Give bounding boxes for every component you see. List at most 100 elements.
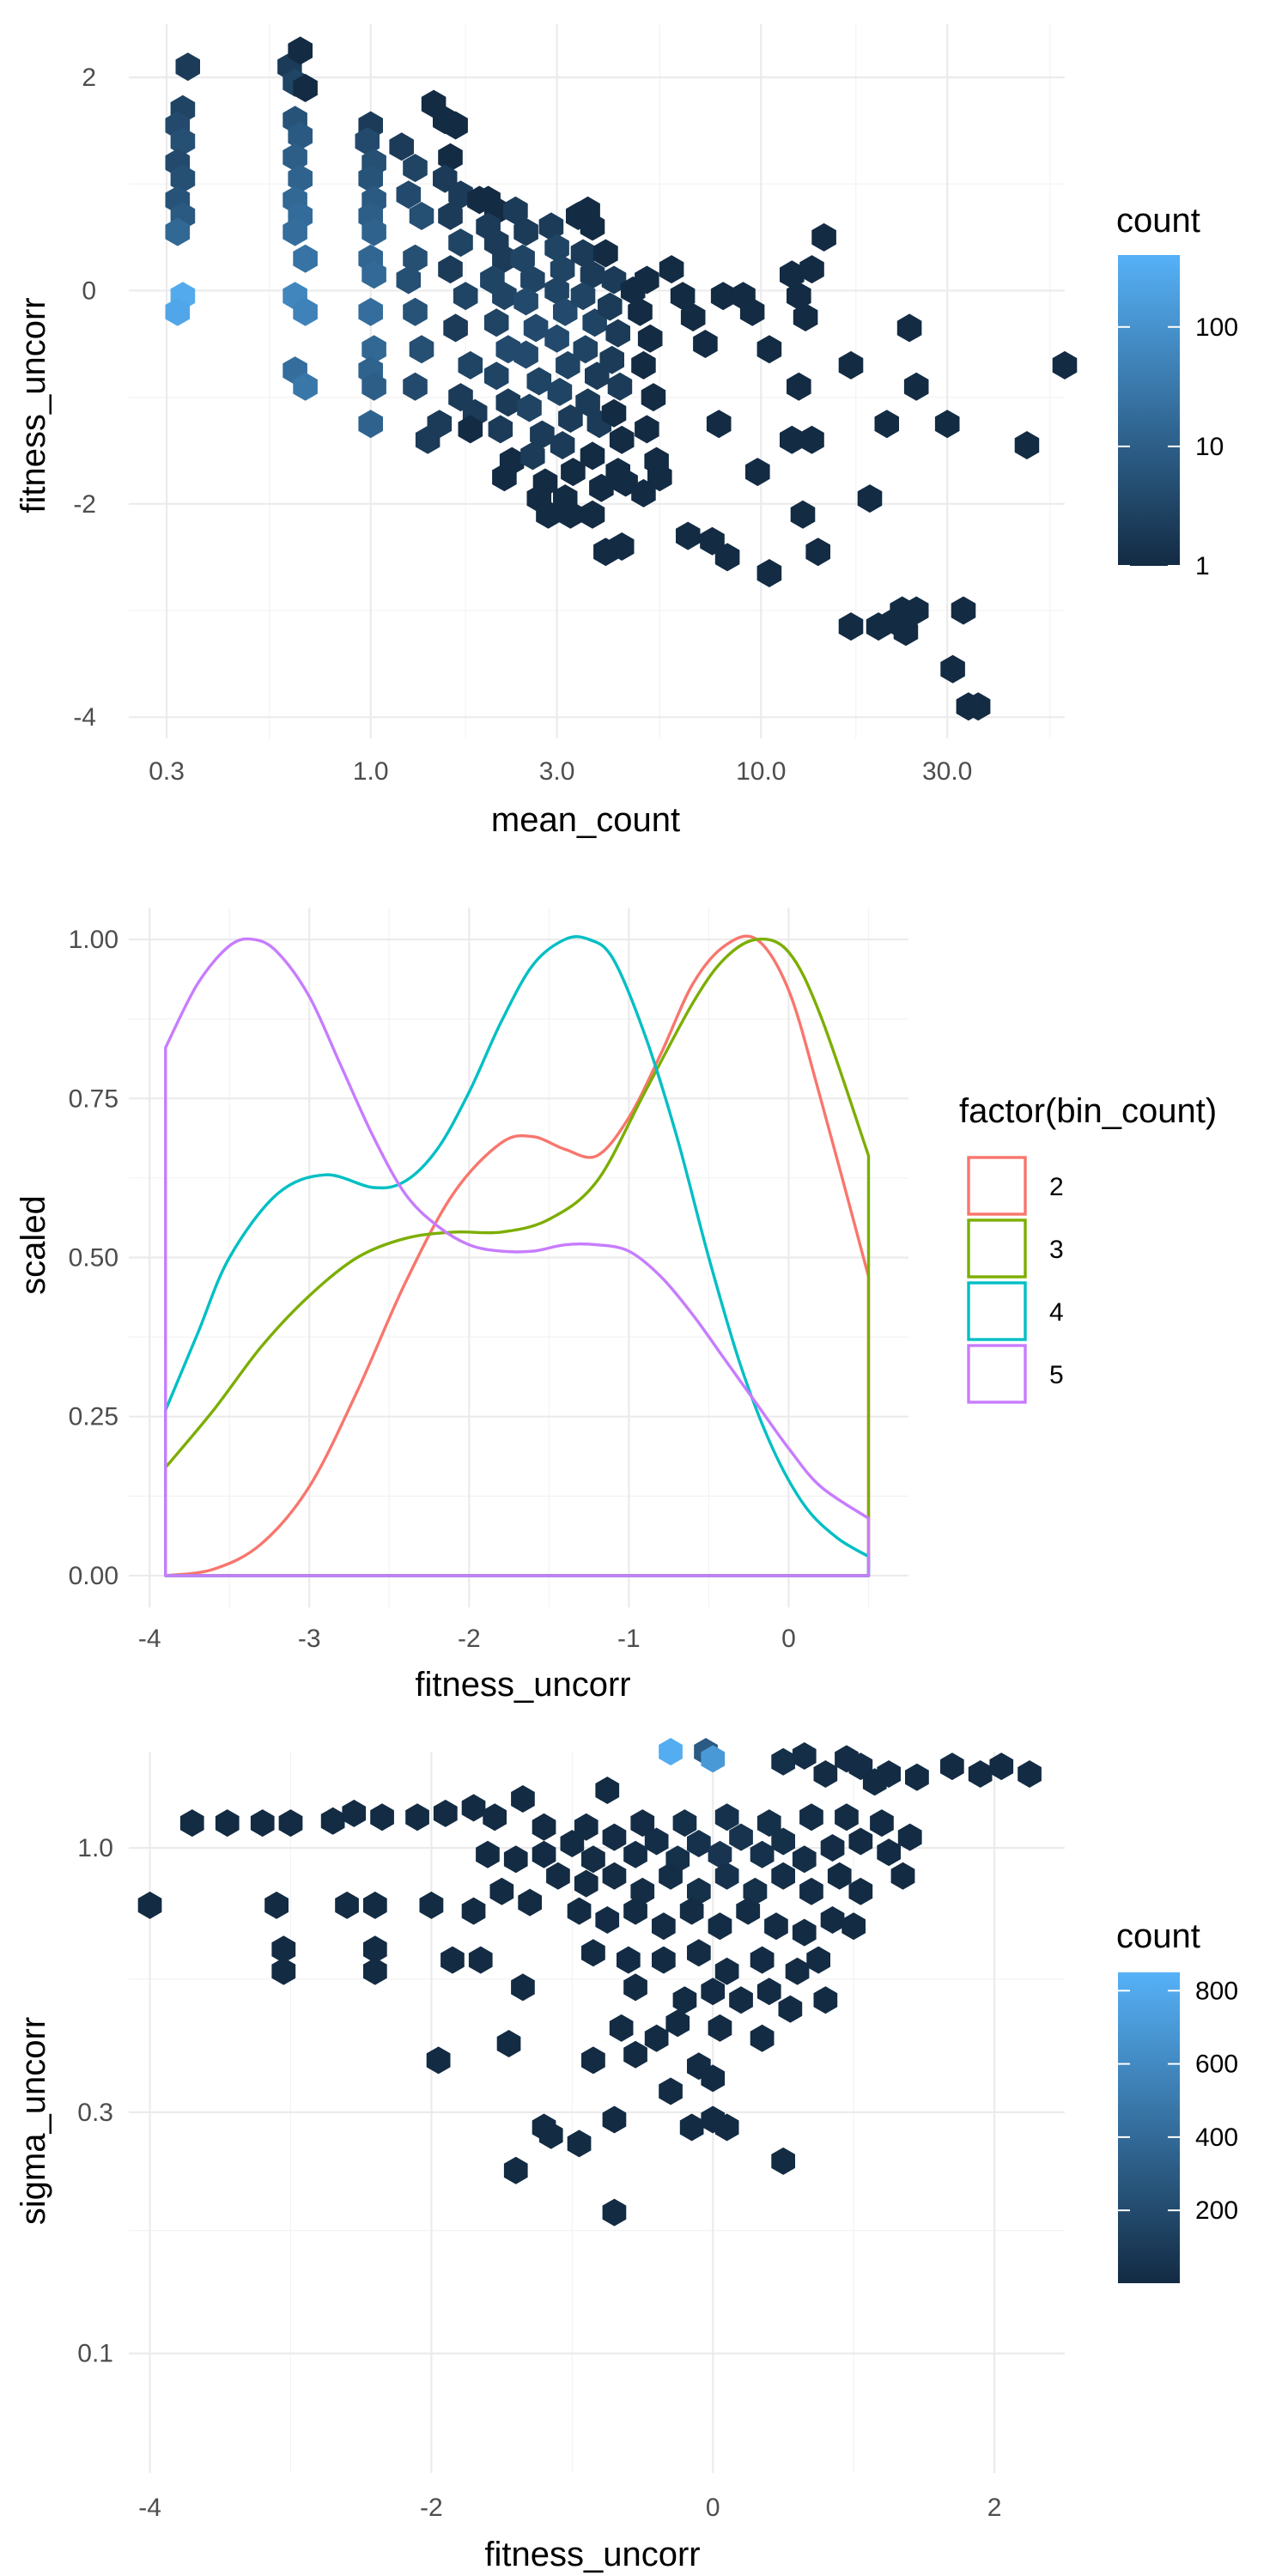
- hexbin-cell: [780, 260, 805, 289]
- panel-3: -4 -2 0 2 0.1 0.3 1.0 fitness_uncorr sigma_un…: [15, 1738, 1238, 2573]
- hexbin-cell: [756, 1978, 781, 2006]
- panel-3-hexbins: [137, 1738, 1042, 2227]
- hexbin-cell: [756, 559, 782, 587]
- hexbin-cell: [729, 1986, 753, 2014]
- hexbin-cell: [637, 324, 663, 353]
- hexbin-cell: [427, 410, 453, 439]
- panel-1-colorbar: [1118, 255, 1180, 566]
- panel-1-y-axis-title: fitness_uncorr: [15, 297, 52, 513]
- hexbin-cell: [567, 2129, 592, 2158]
- hexbin-cell: [706, 410, 732, 439]
- hexbin-cell: [574, 1813, 598, 1841]
- hexbin-cell: [602, 2105, 627, 2134]
- hexbin-cell: [492, 463, 517, 492]
- legend-label-2: 2: [1049, 1173, 1064, 1201]
- hexbin-cell: [283, 143, 307, 172]
- hexbin-cell: [874, 410, 899, 439]
- panel-2-y-axis-title: scaled: [15, 1195, 52, 1295]
- hexbin-cell: [278, 1809, 303, 1838]
- density-curve-bin-3: [164, 937, 871, 1577]
- density-curve-bin-4: [164, 935, 871, 1577]
- hexbin-cell: [848, 1827, 873, 1856]
- hexbin-cell: [165, 217, 191, 246]
- hexbin-cell: [903, 596, 929, 625]
- hexbin-cell: [558, 404, 583, 433]
- hexbin-cell: [526, 367, 552, 396]
- hexbin-cell: [799, 1803, 823, 1832]
- hexbin-cell: [659, 255, 684, 284]
- hexbin-cell: [476, 1840, 500, 1868]
- x-tick-label: 2: [987, 2494, 1002, 2522]
- hexbin-cell: [458, 415, 483, 444]
- hexbin-cell: [215, 1809, 240, 1838]
- hexbin-cell: [778, 1995, 803, 2023]
- hexbin-cell: [679, 2113, 704, 2142]
- hexbin-cell: [550, 255, 575, 284]
- hexbin-cell: [513, 217, 538, 246]
- y-tick-label: 0.50: [69, 1244, 118, 1273]
- density-curve-bin-2: [164, 934, 871, 1577]
- hexbin-cell: [550, 431, 575, 459]
- hexbin-cell: [968, 1760, 993, 1788]
- hexbin-cell: [736, 1897, 761, 1925]
- hexbin-cell: [714, 1862, 739, 1890]
- hexbin-cell: [517, 393, 542, 422]
- panel-3-legend-title: count: [1116, 1917, 1200, 1955]
- hexbin-cell: [342, 1799, 367, 1827]
- hexbin-cell: [288, 164, 313, 193]
- hexbin-cell: [595, 1777, 620, 1804]
- hexbin-cell: [799, 1877, 823, 1905]
- hexbin-cell: [438, 255, 463, 284]
- hexbin-cell: [599, 345, 624, 374]
- hexbin-cell: [701, 1978, 726, 2006]
- hexbin-cell: [179, 1809, 204, 1838]
- hexbin-cell: [750, 1946, 775, 1974]
- hexbin-cell: [293, 372, 318, 401]
- hexbin-cell: [403, 297, 428, 326]
- panel-1-colorbar-ticks: 1 10 100: [1118, 313, 1238, 580]
- hexbin-cell: [598, 292, 623, 321]
- y-tick-label: -2: [73, 490, 96, 519]
- hexbin-cell: [560, 1830, 585, 1857]
- hexbin-cell: [503, 2156, 528, 2184]
- hexbin-cell: [567, 1897, 592, 1925]
- hexbin-cell: [820, 1906, 845, 1934]
- hexbin-cell: [903, 372, 929, 401]
- hexbin-cell: [710, 282, 736, 311]
- hexbin-cell: [170, 127, 196, 156]
- y-tick-label: 0.1: [77, 2340, 113, 2368]
- hexbin-cell: [530, 420, 555, 449]
- density-curve-bin-5: [164, 937, 871, 1577]
- hexbin-cell: [806, 1946, 830, 1974]
- hexbin-cell: [771, 2147, 795, 2175]
- hexbin-cell: [623, 1973, 647, 2002]
- hexbin-cell: [396, 265, 422, 295]
- hexbin-cell: [862, 1768, 887, 1796]
- panel-1-grid: [129, 24, 1065, 738]
- hexbin-cell: [293, 297, 318, 326]
- hexbin-cell: [510, 244, 535, 273]
- hexbin-cell: [503, 196, 528, 225]
- hexbin-cell: [335, 1891, 359, 1919]
- hexbin-cell: [403, 154, 428, 183]
- hexbin-cell: [570, 282, 596, 311]
- hexbin-cell: [897, 1823, 922, 1851]
- hexbin-cell: [283, 217, 307, 246]
- hexbin-cell: [1014, 431, 1040, 459]
- legend-label-4: 4: [1049, 1298, 1064, 1327]
- hexbin-cell: [358, 164, 383, 193]
- hexbin-cell: [396, 180, 422, 210]
- hexbin-cell: [790, 500, 816, 529]
- y-tick-label: 0.75: [69, 1084, 118, 1113]
- x-tick-label: 10.0: [736, 757, 786, 786]
- hexbin-cell: [602, 1862, 627, 1890]
- hexbin-cell: [547, 377, 573, 406]
- hexbin-cell: [635, 265, 659, 295]
- hexbin-cell: [787, 282, 811, 311]
- x-tick-label: -1: [617, 1625, 641, 1653]
- hexbin-cell: [355, 127, 380, 156]
- hexbin-cell: [617, 1946, 641, 1974]
- hexbin-cell: [264, 1891, 289, 1919]
- hexbin-cell: [848, 1877, 873, 1905]
- hexbin-cell: [271, 1935, 296, 1964]
